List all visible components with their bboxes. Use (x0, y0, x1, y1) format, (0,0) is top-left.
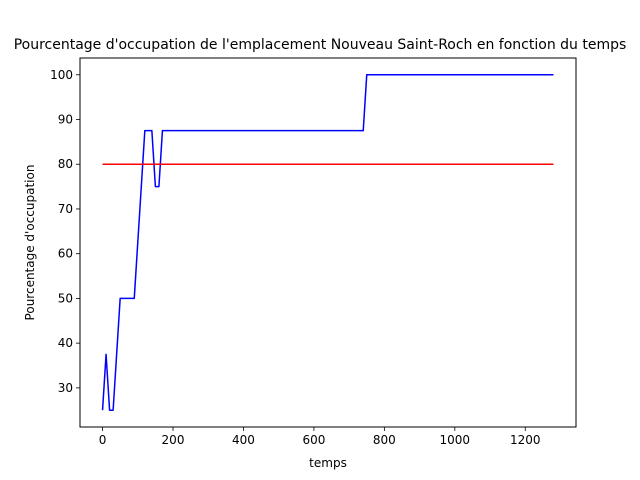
y-tick-label: 30 (58, 381, 73, 395)
y-axis-label: Pourcentage d'occupation (23, 165, 37, 321)
series-line-1 (101, 74, 554, 411)
plot-area: 0 200 400 600 800 1000 1200 30 40 50 60 70 80 90 100 (50, 68, 554, 447)
chart-title: Pourcentage d'occupation de l'emplacemen… (14, 37, 627, 53)
x-tick-label: 400 (232, 433, 255, 447)
y-tick-label: 70 (58, 202, 73, 216)
x-tick-label: 200 (162, 433, 185, 447)
x-tick-label: 600 (302, 433, 325, 447)
y-tick-label: 40 (58, 336, 73, 350)
x-axis-label: temps (309, 456, 347, 470)
x-tick-label: 0 (99, 433, 107, 447)
x-tick-label: 800 (373, 433, 396, 447)
y-tick-label: 100 (50, 68, 73, 82)
x-tick-label: 1000 (440, 433, 471, 447)
axes-frame (79, 57, 577, 428)
y-tick-label: 50 (58, 291, 73, 305)
y-tick-label: 80 (58, 157, 73, 171)
x-tick-label: 1200 (510, 433, 541, 447)
y-tick-label: 60 (58, 247, 73, 261)
y-tick-label: 90 (58, 113, 73, 127)
